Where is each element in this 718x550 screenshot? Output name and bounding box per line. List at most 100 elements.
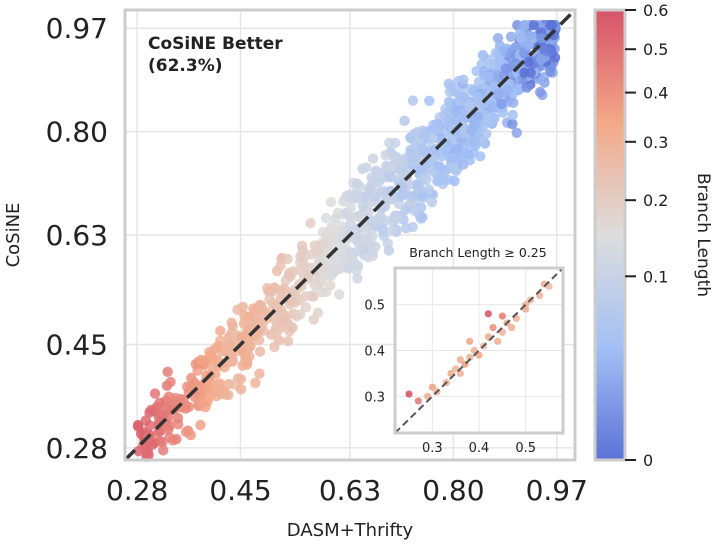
- data-point: [505, 31, 517, 42]
- data-point: [427, 133, 438, 144]
- data-point: [354, 241, 366, 252]
- data-point: [283, 268, 295, 279]
- x-tick-labels: 0.28 0.45 0.63 0.80 0.97: [106, 474, 588, 507]
- data-point: [189, 377, 200, 388]
- data-point: [451, 106, 462, 117]
- data-point: [535, 54, 547, 65]
- data-point: [511, 127, 522, 138]
- data-point: [367, 153, 379, 164]
- data-point: [300, 302, 312, 313]
- x-axis-label: DASM+Thrifty: [287, 520, 414, 541]
- inset-x-tick-label: 0.4: [469, 441, 490, 456]
- inset-data-point: [428, 383, 436, 391]
- data-point: [450, 145, 462, 156]
- inset-data-point: [508, 323, 516, 332]
- colorbar: [593, 8, 627, 462]
- data-point: [195, 354, 207, 366]
- data-point: [365, 184, 376, 195]
- data-point: [357, 200, 368, 211]
- data-point: [277, 312, 289, 324]
- inset-y-tick-label: 0.4: [364, 345, 385, 360]
- y-tick-label: 0.63: [46, 219, 108, 252]
- data-point: [449, 153, 460, 164]
- data-point: [237, 301, 249, 313]
- inset-grid: [395, 268, 563, 433]
- data-point: [319, 263, 330, 274]
- data-point: [451, 115, 462, 126]
- data-point: [472, 111, 484, 123]
- data-point: [366, 172, 377, 184]
- data-point: [146, 404, 157, 416]
- x-tick-label: 0.45: [209, 474, 271, 507]
- data-point: [536, 32, 547, 44]
- diagonal-line: [123, 8, 577, 462]
- inset-x-tick-label: 0.3: [422, 441, 443, 456]
- inset-diagonal-line: [394, 267, 564, 434]
- y-tick-label: 0.45: [46, 328, 108, 361]
- data-point: [399, 115, 410, 127]
- data-point: [180, 403, 191, 414]
- inset-data-point: [414, 397, 422, 405]
- data-point: [524, 30, 535, 41]
- data-point: [490, 47, 502, 59]
- data-point: [383, 245, 395, 256]
- data-point: [211, 341, 223, 353]
- y-axis-label: CoSiNE: [3, 203, 24, 268]
- x-tick-label: 0.97: [526, 474, 588, 507]
- data-point: [396, 154, 407, 165]
- data-point: [312, 245, 324, 257]
- data-point: [236, 332, 247, 343]
- data-point: [132, 419, 144, 431]
- annotation-percent: (62.3%): [148, 56, 223, 76]
- data-point: [407, 153, 418, 164]
- data-point: [235, 374, 247, 385]
- inset-data-point: [405, 390, 413, 398]
- colorbar-tick-label: 0.3: [643, 133, 668, 152]
- colorbar-label: Branch Length: [693, 173, 713, 297]
- data-point: [284, 325, 295, 337]
- data-point: [477, 50, 489, 61]
- data-point: [391, 213, 402, 225]
- data-point: [289, 297, 301, 308]
- data-point: [157, 445, 169, 456]
- colorbar-tick-label: 0.5: [643, 40, 668, 59]
- data-point: [496, 98, 507, 110]
- x-tick-label: 0.80: [422, 474, 484, 507]
- colorbar-tick-label: 0.2: [643, 191, 668, 210]
- data-point: [385, 162, 396, 174]
- data-point: [519, 20, 530, 31]
- inset-data-point: [466, 353, 474, 361]
- data-point: [295, 251, 306, 262]
- data-point: [416, 191, 428, 202]
- inset-title: Branch Length ≥ 0.25: [409, 245, 546, 260]
- data-point: [545, 46, 556, 57]
- inset-data-point: [489, 323, 497, 332]
- colorbar-ticks: 0 0.1 0.2 0.3 0.4 0.5 0.6: [625, 1, 668, 470]
- data-point: [195, 419, 206, 431]
- data-point: [207, 387, 218, 398]
- data-point: [393, 198, 405, 210]
- data-point: [172, 412, 184, 424]
- data-point: [472, 91, 483, 102]
- data-point: [418, 130, 429, 142]
- data-point: [487, 102, 498, 114]
- data-point: [275, 260, 286, 271]
- data-point: [386, 225, 397, 237]
- data-point: [390, 137, 401, 149]
- colorbar-tick-label: 0: [643, 451, 653, 470]
- y-tick-label: 0.80: [46, 116, 108, 149]
- inset-data-point: [498, 312, 506, 320]
- data-point: [320, 212, 332, 224]
- data-point: [344, 189, 356, 200]
- data-point: [259, 306, 270, 317]
- data-point: [330, 213, 341, 224]
- data-point: [226, 317, 237, 328]
- data-point: [312, 307, 324, 318]
- data-point: [162, 366, 173, 378]
- data-point: [325, 280, 336, 291]
- data-point: [334, 289, 345, 300]
- data-point: [140, 415, 152, 426]
- data-point: [461, 147, 473, 158]
- data-point: [254, 346, 266, 357]
- data-point: [492, 88, 503, 99]
